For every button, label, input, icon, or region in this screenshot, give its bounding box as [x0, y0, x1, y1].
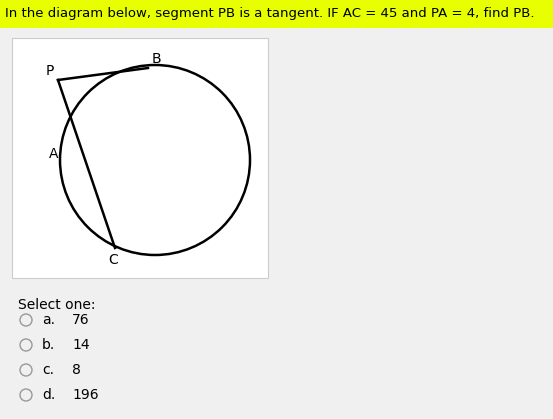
- Text: 8: 8: [72, 363, 81, 377]
- Text: c.: c.: [42, 363, 54, 377]
- Text: 76: 76: [72, 313, 90, 327]
- Text: Select one:: Select one:: [18, 298, 96, 312]
- Text: b.: b.: [42, 338, 55, 352]
- Text: 14: 14: [72, 338, 90, 352]
- Text: P: P: [46, 64, 54, 78]
- Text: d.: d.: [42, 388, 55, 402]
- Text: C: C: [108, 253, 118, 267]
- Text: A: A: [49, 147, 58, 161]
- Text: B: B: [152, 52, 161, 66]
- Text: a.: a.: [42, 313, 55, 327]
- FancyBboxPatch shape: [12, 38, 268, 278]
- Text: 196: 196: [72, 388, 98, 402]
- FancyBboxPatch shape: [0, 0, 553, 28]
- Text: In the diagram below, segment PB is a tangent. IF AC = 45 and PA = 4, find PB.: In the diagram below, segment PB is a ta…: [5, 8, 535, 21]
